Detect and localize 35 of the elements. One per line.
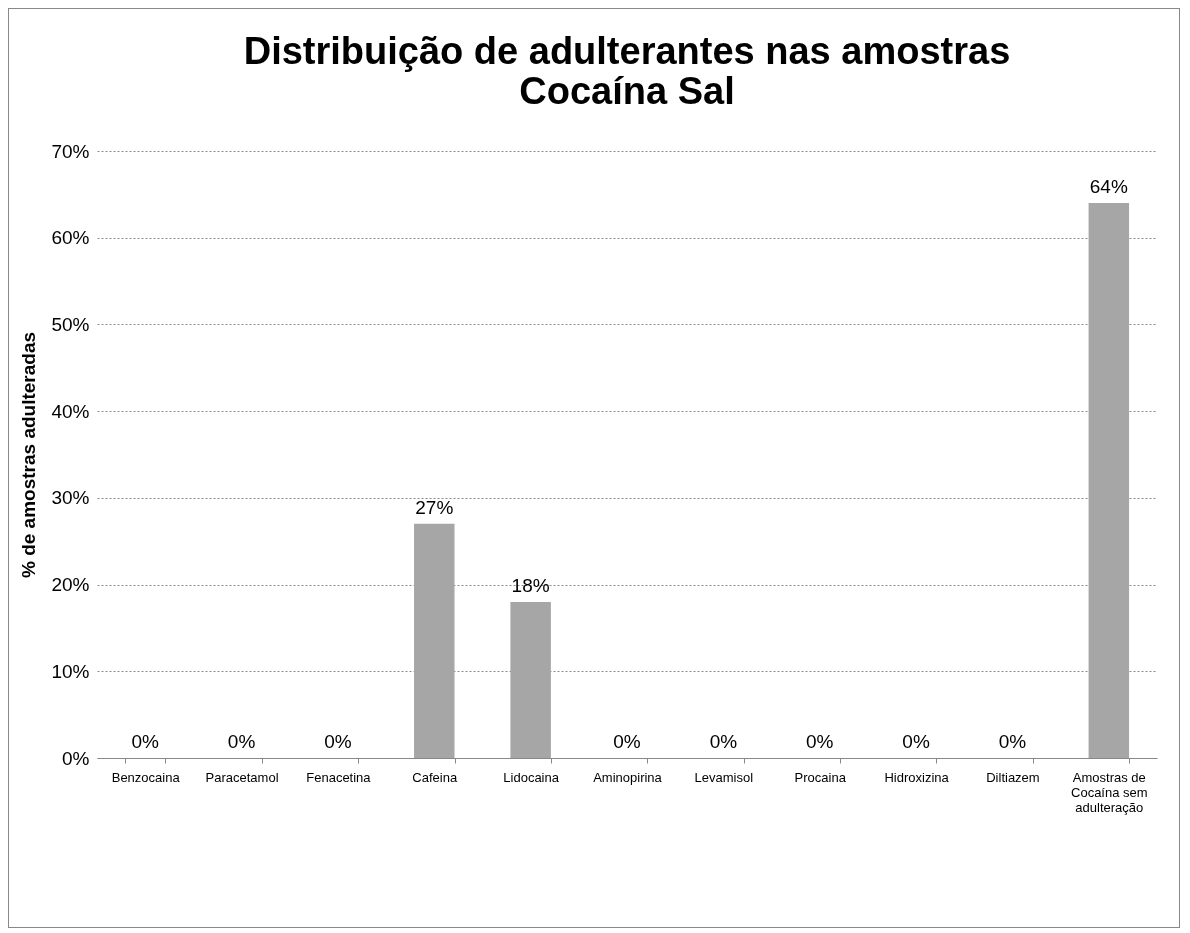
- bar: [414, 523, 455, 758]
- y-tick-label: 10%: [51, 660, 90, 682]
- data-label: 18%: [511, 574, 550, 596]
- data-label: 0%: [227, 731, 256, 752]
- y-tick-label: 60%: [51, 227, 90, 249]
- x-tick-label: Lidocaina: [503, 769, 560, 785]
- y-tick-label: 40%: [51, 400, 90, 422]
- data-label: 0%: [902, 731, 930, 752]
- y-tick-label: 50%: [51, 313, 90, 335]
- y-tick-label: 0%: [62, 747, 90, 769]
- y-tick-label: 20%: [51, 574, 90, 596]
- x-tick-label: Cafeina: [412, 769, 458, 785]
- x-tick-label: Benzocaina: [111, 769, 181, 785]
- data-label: 64%: [1089, 176, 1128, 198]
- y-tick-label: 70%: [51, 140, 90, 162]
- y-axis-title: % de amostras adulteradas: [18, 331, 40, 579]
- x-tick-label: Paracetamol: [205, 769, 279, 785]
- x-tick-label: Amostras de Cocaína sem adulteração: [1071, 769, 1148, 815]
- bar: [1088, 203, 1130, 758]
- data-label: 0%: [131, 731, 160, 752]
- bar: [510, 601, 551, 758]
- x-tick-label: Diltiazem: [986, 769, 1040, 785]
- data-label: 0%: [613, 731, 641, 752]
- x-tick-label: Hidroxizina: [884, 769, 950, 785]
- data-label: 0%: [998, 731, 1027, 752]
- y-tick-label: 30%: [51, 487, 90, 509]
- data-label: 0%: [709, 731, 738, 752]
- data-label: 0%: [324, 731, 352, 752]
- x-tick-label: Fenacetina: [306, 769, 372, 785]
- x-tick-label: Aminopirina: [593, 769, 663, 785]
- x-tick-label: Procaina: [794, 769, 847, 785]
- data-label: 27%: [415, 496, 454, 518]
- data-label: 0%: [805, 731, 834, 752]
- chart-title: Distribuição de adulterantes nas amostras Cocaína Sal: [243, 30, 1011, 112]
- x-tick-label: Levamisol: [694, 769, 754, 785]
